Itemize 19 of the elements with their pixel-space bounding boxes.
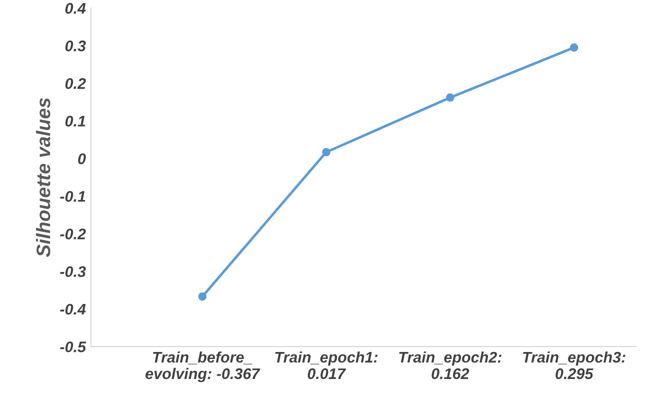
y-tick-label: 0.4	[65, 2, 86, 14]
y-tick-label: -0.4	[60, 304, 86, 315]
point	[570, 43, 578, 52]
point	[446, 93, 454, 102]
y-tick-label: 0.2	[65, 78, 86, 89]
y-tick-label: 0.3	[65, 40, 86, 52]
point	[198, 292, 207, 301]
y-tick-label: -0.5	[60, 341, 86, 352]
x-tick-label: Train_epoch2: 0.162	[399, 351, 502, 380]
y-tick-label: -0.1	[60, 190, 86, 202]
point	[322, 148, 330, 156]
y-tick-label: -0.2	[60, 228, 86, 240]
x-tick-label: Train_before_ evolving: -0.367	[146, 351, 260, 382]
x-tick-label: Train_epoch3: 0.295	[523, 351, 626, 380]
y-tick-label: 0	[78, 153, 86, 164]
y-tick-label: -0.3	[60, 266, 86, 278]
y-tick-label: 0.1	[65, 116, 86, 127]
x-tick-label: Train_epoch1: 0.017	[275, 351, 378, 380]
y-axis-title: Silhouette values	[36, 98, 50, 258]
